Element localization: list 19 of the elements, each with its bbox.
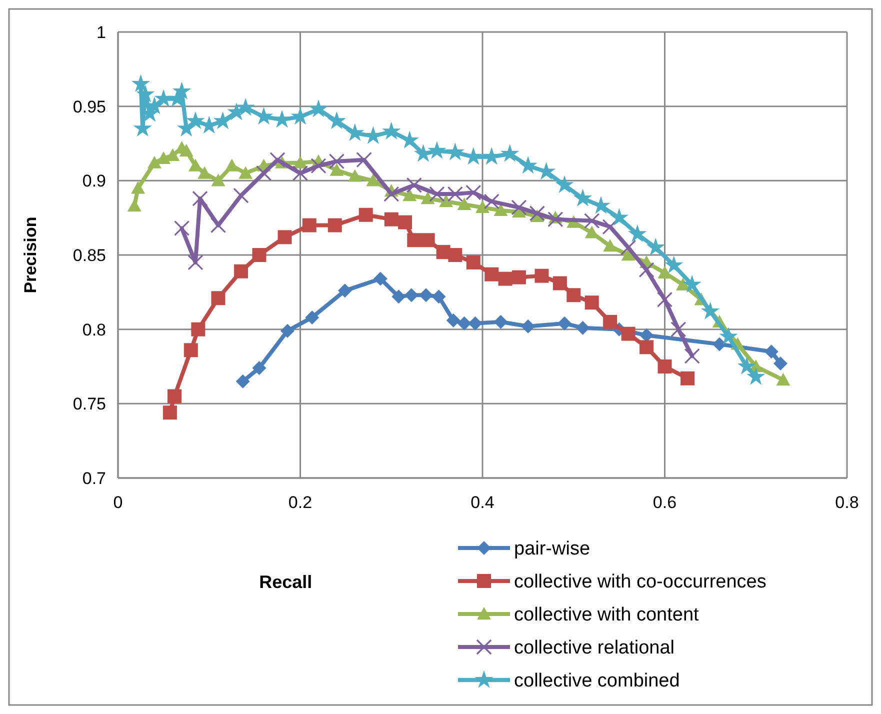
legend-label: pair-wise xyxy=(514,538,590,560)
y-tick-label: 0.8 xyxy=(82,320,106,340)
legend-label: collective with co-occurrences xyxy=(514,572,766,593)
x-tick-label: 0.6 xyxy=(652,493,677,512)
y-tick-label: 0.85 xyxy=(72,246,106,265)
x-tick-label: 0.2 xyxy=(288,493,312,512)
legend-label: collective relational xyxy=(514,638,675,659)
y-tick-label: 0.95 xyxy=(72,97,106,116)
x-tick-label: 0.4 xyxy=(470,493,494,512)
x-tick-label: 0 xyxy=(113,493,123,512)
x-tick-label: 0.8 xyxy=(835,493,859,512)
y-axis-title: Precision xyxy=(21,216,40,294)
y-tick-label: 0.7 xyxy=(82,468,106,488)
y-tick-label: 1 xyxy=(96,22,106,42)
legend-label: collective combined xyxy=(514,670,680,692)
y-tick-label: 0.9 xyxy=(82,172,106,191)
legend-label: collective with content xyxy=(514,604,700,626)
x-axis-title: Recall xyxy=(259,572,312,592)
y-tick-label: 0.75 xyxy=(72,394,106,414)
